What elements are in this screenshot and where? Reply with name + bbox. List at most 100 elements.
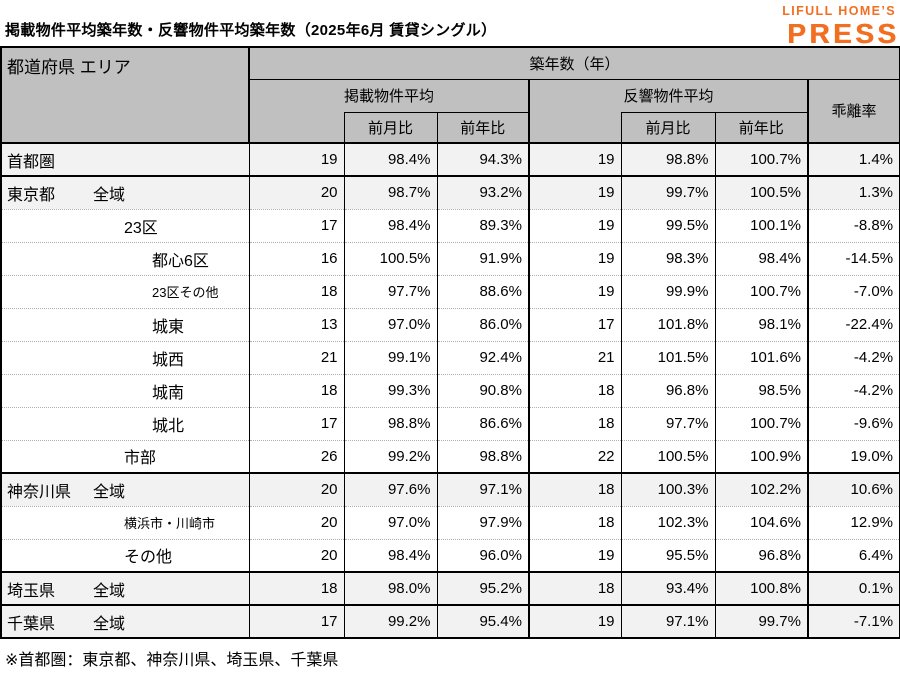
area-cell: 城西 [0,340,250,374]
value-cell: 101.5% [620,340,716,374]
value-cell: 102.2% [714,472,809,506]
group-header-listed: 掲載物件平均 [248,78,530,112]
value-cell: 20 [248,505,345,539]
prefecture-label: 東京都 [7,186,56,204]
value-cell: 96.0% [436,538,530,572]
table-row: 神奈川県 全域 20 97.6% 97.1% 18 100.3% 102.2% 10.6% [0,472,900,506]
value-cell: -14.5% [807,241,900,275]
value-cell: 100.5% [620,439,716,473]
value-cell: 20 [248,175,345,209]
value-cell: 102.3% [620,505,716,539]
value-cell: 98.4% [343,142,438,176]
table-row: 23区 17 98.4% 89.3% 19 99.5% 100.1% -8.8% [0,208,900,242]
area-cell: 首都圏 [0,142,250,176]
logo-lifull-homes-text: LIFULL HOME’S [782,4,896,18]
value-cell: 95.2% [436,571,530,605]
prefecture-label: 埼玉県 [7,582,56,600]
span-header-cell: 築年数（年） [248,46,900,80]
page-title: 掲載物件平均築年数・反響物件平均築年数（2025年6月 賃貸シングル） [5,22,497,39]
subheader-yoy-responded: 前年比 [714,111,809,144]
table-row: 城北 17 98.8% 86.6% 18 97.7% 100.7% -9.6% [0,406,900,440]
value-cell: -7.0% [807,274,900,308]
value-cell: -7.1% [807,604,900,638]
value-cell: 97.6% [343,472,438,506]
building-age-table: 都道府県 エリア 築年数（年） 掲載物件平均 反響物件平均 乖離率 前月比 前年… [0,46,900,639]
header-row-1: 都道府県 エリア 築年数（年） [0,46,900,144]
value-cell: 18 [248,373,345,407]
logo-press-text: PRESS [787,17,900,49]
header-row-3: 前月比 前年比 前月比 前年比 [1,111,900,144]
area-cell: 神奈川県 全域 [0,472,250,506]
value-cell: 21 [248,340,345,374]
value-cell: 18 [528,505,622,539]
value-cell: 95.4% [436,604,530,638]
table-row: 23区その他 18 97.7% 88.6% 19 99.9% 100.7% -7.0% [0,274,900,308]
value-cell: 99.7% [714,604,809,638]
value-cell: 19 [528,175,622,209]
table-header: 都道府県 エリア 築年数（年） 掲載物件平均 反響物件平均 乖離率 前月比 前年… [0,46,900,144]
value-cell: 97.9% [436,505,530,539]
value-cell: 100.5% [343,241,438,275]
value-cell: 19 [528,208,622,242]
table-row: 城南 18 99.3% 90.8% 18 96.8% 98.5% -4.2% [0,373,900,407]
value-cell: 100.7% [714,274,809,308]
header-row-2: 掲載物件平均 反響物件平均 乖離率 [1,78,900,144]
table-row: 市部 26 99.2% 98.8% 22 100.5% 100.9% 19.0% [0,439,900,473]
value-cell: 99.9% [620,274,716,308]
value-cell: 98.8% [436,439,530,473]
table-row: 横浜市・川崎市 20 97.0% 97.9% 18 102.3% 104.6% 12.9% [0,505,900,539]
value-cell: 98.7% [343,175,438,209]
area-label: 市部 [124,450,157,468]
area-label: 城北 [152,417,185,435]
value-cell: 1.3% [807,175,900,209]
area-label: 首都圏 [7,153,56,171]
area-scope-label: 全域 [93,615,126,633]
table-row: 東京都 全域 20 98.7% 93.2% 19 99.7% 100.5% 1.3% [0,175,900,209]
value-cell: 100.5% [714,175,809,209]
divergence-header-cell: 乖離率 [807,78,900,144]
value-cell: 88.6% [436,274,530,308]
table-row: 都心6区 16 100.5% 91.9% 19 98.3% 98.4% -14.5% [0,241,900,275]
value-cell: 90.8% [436,373,530,407]
value-cell: 100.1% [714,208,809,242]
value-cell: 99.1% [343,340,438,374]
value-cell: 96.8% [620,373,716,407]
value-cell: 99.2% [343,604,438,638]
table-row: その他 20 98.4% 96.0% 19 95.5% 96.8% 6.4% [0,538,900,572]
value-cell: 99.7% [620,175,716,209]
value-cell: 19 [528,274,622,308]
table-body: 首都圏 19 98.4% 94.3% 19 98.8% 100.7% 1.4% 東京都 全域 20 9… [0,142,900,638]
value-cell: 97.0% [343,505,438,539]
value-cell: 12.9% [807,505,900,539]
area-cell: 城北 [0,406,250,440]
value-cell: 19 [528,241,622,275]
value-cell: 0.1% [807,571,900,605]
value-cell: 100.7% [714,142,809,176]
value-cell: 18 [248,274,345,308]
value-cell: 99.5% [620,208,716,242]
area-cell: 千葉県 全域 [0,604,250,638]
value-cell: 100.9% [714,439,809,473]
area-label: 都心6区 [152,252,209,270]
value-cell: 100.8% [714,571,809,605]
value-cell: 91.9% [436,241,530,275]
area-cell: 市部 [0,439,250,473]
value-cell: 98.4% [343,538,438,572]
value-cell: 17 [528,307,622,341]
value-cell: 19.0% [807,439,900,473]
value-cell: 19 [528,604,622,638]
value-cell: 97.1% [436,472,530,506]
value-cell: 26 [248,439,345,473]
area-label: その他 [124,549,173,567]
value-cell: 98.1% [714,307,809,341]
value-cell: 18 [528,571,622,605]
group-header-responded: 反響物件平均 [528,78,809,112]
value-cell: 20 [248,538,345,572]
area-cell: 城南 [0,373,250,407]
area-label: 23区その他 [152,285,219,300]
value-cell: 98.4% [343,208,438,242]
value-cell: 97.7% [620,406,716,440]
value-cell: 98.8% [343,406,438,440]
value-cell: 17 [248,208,345,242]
area-label: 城東 [152,318,185,336]
